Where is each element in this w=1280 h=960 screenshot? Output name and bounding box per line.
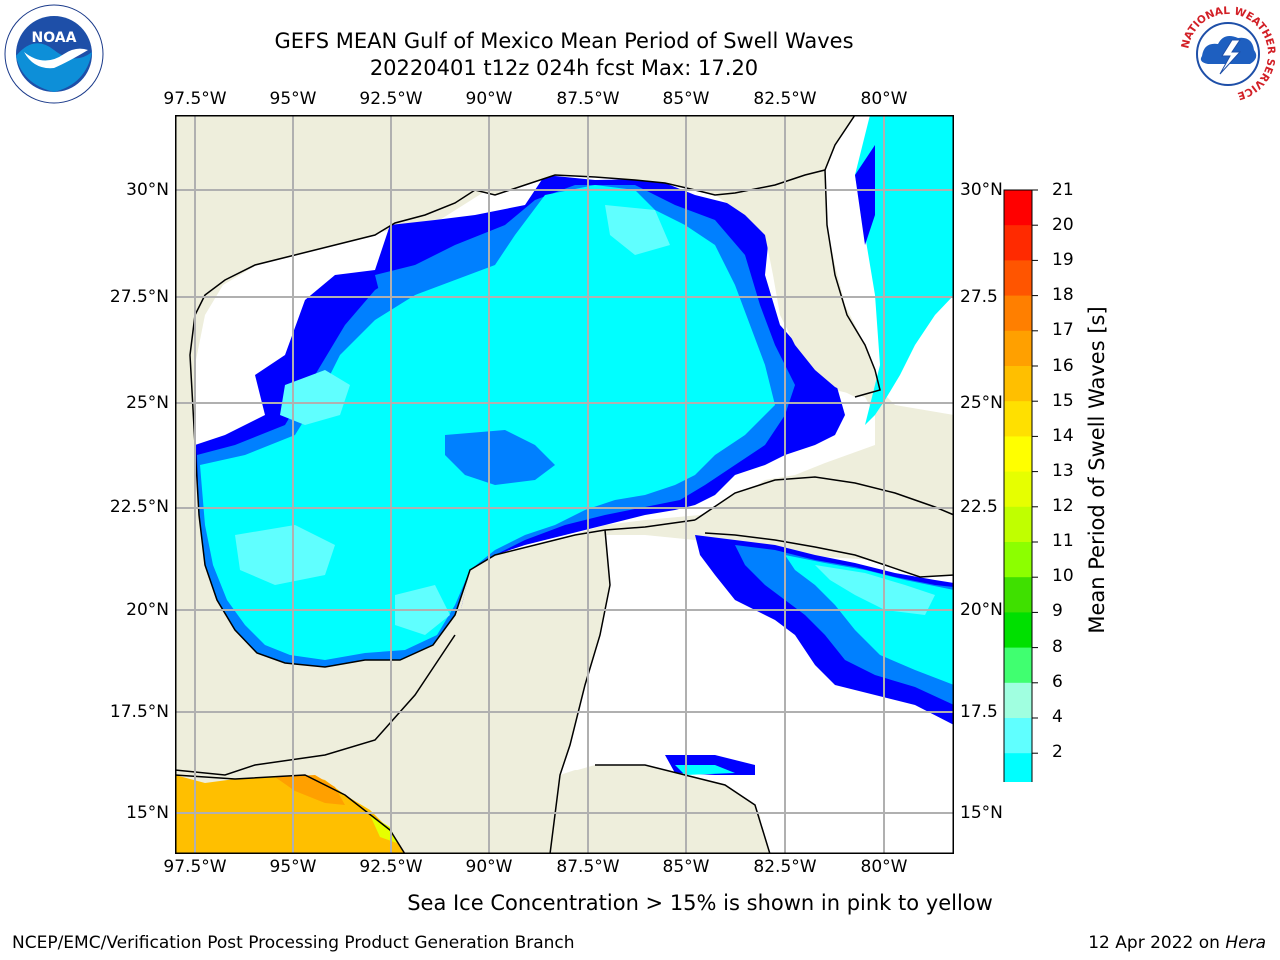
lon-tick-bottom: 97.5°W [163,857,227,877]
colorbar-label: 16 [1052,356,1074,376]
colorbar-label: 18 [1052,285,1074,305]
colorbar-label: 14 [1052,426,1074,446]
swell-inner-patch [445,430,555,485]
gridlines [175,115,954,854]
colorbar-segment [1004,330,1032,367]
florida-land [715,170,880,397]
lon-tick-top: 82.5°W [753,89,817,109]
colorbar-segment [1004,612,1032,649]
colorbar-segment [1004,718,1032,754]
lat-tick-left: 15°N [126,803,169,823]
central-america-land [550,765,770,854]
swell-8-9s-patch [280,370,350,425]
lat-tick-right: 22.5 [960,497,998,517]
colorbar-label: 19 [1052,250,1074,270]
lon-tick-top: 97.5°W [163,89,227,109]
colorbar-segment [1004,190,1032,226]
colorbar [1003,189,1038,782]
lon-tick-bottom: 87.5°W [556,857,620,877]
colorbar-label: 2 [1052,742,1063,762]
footer-credit: NCEP/EMC/Verification Post Processing Pr… [12,933,575,953]
lat-tick-left: 20°N [126,600,169,620]
lon-tick-top: 90°W [465,89,513,109]
lat-tick-left: 30°N [126,180,169,200]
cuba-land [695,477,954,577]
lat-tick-right: 15°N [960,803,1003,823]
lat-tick-right: 20°N [960,600,1003,620]
noaa-logo: NOAA [4,4,104,104]
atlantic-swell-deep [855,145,875,245]
footer-date: 12 Apr 2022 on Hera [1088,933,1266,953]
honduras-swell-cyan [675,765,735,775]
colorbar-label: 6 [1052,672,1063,692]
colorbar-segment [1004,295,1032,332]
caribbean-swell-light [815,565,935,615]
swell-8-9s-patch [235,525,335,585]
colorbar-segment [1004,647,1032,684]
colorbar-segment [1004,506,1032,543]
swell-8-9s-patch [605,205,670,255]
colorbar-segment [1004,436,1032,473]
lon-tick-top: 87.5°W [556,89,620,109]
colorbar-label: 8 [1052,637,1063,657]
page-title-line2: 20220401 t12z 024h fcst Max: 17.20 [369,56,759,80]
footer-date-text: 12 Apr 2022 on [1088,933,1226,953]
colorbar-label: 4 [1052,707,1063,727]
colorbar-label: 17 [1052,320,1074,340]
map-frame [175,115,954,854]
sea-ice-note-text: Sea Ice Concentration > 15% is shown in … [407,891,993,915]
atlantic-swell [855,115,954,425]
lat-tick-right: 17.5 [960,702,998,722]
lon-tick-bottom: 82.5°W [753,857,817,877]
gulf-map [175,115,954,854]
colorbar-label: 15 [1052,391,1074,411]
footer-host: Hera [1225,933,1266,953]
lat-tick-left: 27.5°N [109,287,169,307]
us-gulf-coast-land [175,115,715,355]
colorbar-segment [1004,366,1032,402]
lon-tick-bottom: 80°W [860,857,908,877]
colorbar-segment [1004,401,1032,437]
colorbar-label: 9 [1052,601,1063,621]
colorbar-segment [1004,682,1032,719]
lat-tick-left: 25°N [126,393,169,413]
colorbar-label: 20 [1052,215,1074,235]
lon-tick-top: 85°W [662,89,710,109]
lon-tick-bottom: 92.5°W [359,857,423,877]
lon-tick-top: 95°W [269,89,317,109]
lat-tick-right: 27.5 [960,287,998,307]
lat-tick-left: 17.5°N [109,702,169,722]
colorbar-label: 12 [1052,496,1074,516]
lat-tick-right: 25°N [960,393,1003,413]
colorbar-segment [1004,542,1032,578]
swell-6-8s [200,185,775,660]
nws-logo: NATIONAL WEATHER SERVICE [1179,5,1277,102]
colorbar-segment [1004,225,1032,261]
colorbar-label: 11 [1052,531,1074,551]
page-title-line1: GEFS MEAN Gulf of Mexico Mean Period of … [274,29,854,53]
coastlines [175,115,954,854]
mexico-land [175,115,470,775]
sea-ice-note: Sea Ice Concentration > 15% is shown in … [0,891,1280,915]
lon-tick-bottom: 85°W [662,857,710,877]
lat-tick-right: 30°N [960,180,1003,200]
svg-text:NOAA: NOAA [32,30,77,46]
lon-tick-bottom: 95°W [269,857,317,877]
lon-tick-bottom: 90°W [465,857,513,877]
lon-tick-top: 80°W [860,89,908,109]
colorbar-label: 21 [1052,180,1074,200]
colorbar-segment [1004,577,1032,613]
colorbar-segment [1004,260,1032,297]
colorbar-label: 10 [1052,566,1074,586]
colorbar-title: Mean Period of Swell Waves [s] [1085,306,1109,634]
colorbar-segment [1004,753,1032,782]
colorbar-segment [1004,471,1032,508]
sea-ice-region [175,775,405,854]
colorbar-label: 13 [1052,461,1074,481]
lon-tick-top: 92.5°W [359,89,423,109]
lat-tick-left: 22.5°N [109,497,169,517]
